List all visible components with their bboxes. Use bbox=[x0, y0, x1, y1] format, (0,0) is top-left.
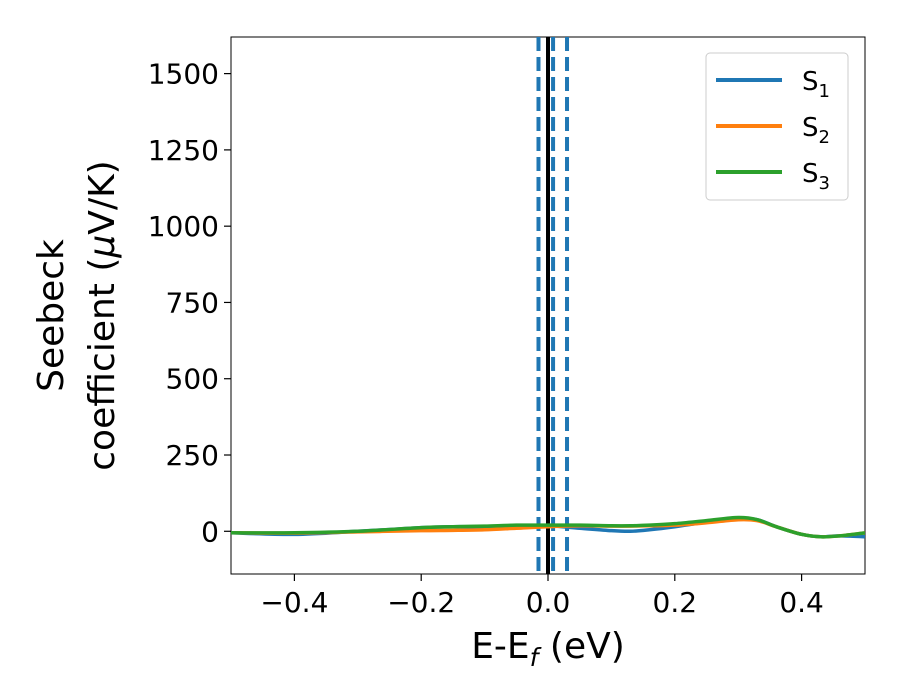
plot-area bbox=[230, 36, 866, 575]
y-tick-label: 500 bbox=[166, 363, 219, 396]
x-tick-label: −0.4 bbox=[260, 586, 328, 619]
x-axis-ticks: −0.4 −0.2 0.0 0.2 0.4 bbox=[260, 574, 824, 619]
legend-label: S1 bbox=[802, 67, 830, 102]
legend-label: S3 bbox=[802, 159, 830, 194]
y-axis-label-mu: μ bbox=[82, 235, 123, 259]
y-axis-label: Seebeck coefficient (μV/K) bbox=[31, 160, 123, 470]
y-tick-label: 750 bbox=[166, 286, 219, 319]
y-tick-label: 250 bbox=[166, 439, 219, 472]
x-axis-label-unit: (eV) bbox=[538, 626, 624, 667]
x-axis-label: E-Ef (eV) bbox=[471, 626, 625, 672]
y-tick-label: 0 bbox=[201, 515, 219, 548]
y-axis-label-line1: Seebeck bbox=[31, 239, 72, 392]
y-axis-label-line2: coefficient (μV/K) bbox=[82, 160, 123, 470]
x-tick-label: 0.4 bbox=[779, 586, 824, 619]
x-tick-label: 0.0 bbox=[526, 586, 571, 619]
x-axis-label-main: E-E bbox=[471, 626, 529, 667]
legend-item-s2: S2 bbox=[716, 113, 830, 148]
x-tick-label: 0.2 bbox=[653, 586, 698, 619]
legend-item-s1: S1 bbox=[716, 67, 830, 102]
y-axis-label-prefix: coefficient ( bbox=[82, 258, 123, 471]
legend-item-s3: S3 bbox=[716, 159, 830, 194]
legend: S1 S2 S3 bbox=[705, 52, 849, 201]
y-tick-label: 1250 bbox=[148, 134, 219, 167]
y-tick-label: 1500 bbox=[148, 58, 219, 91]
series-line-s3 bbox=[231, 515, 865, 539]
y-axis-label-suffix: V/K) bbox=[82, 160, 123, 234]
reference-lines bbox=[536, 37, 570, 574]
y-tick-label: 1000 bbox=[148, 210, 219, 243]
y-axis-ticks: 0 250 500 750 1000 1250 1500 bbox=[148, 58, 231, 548]
legend-label: S2 bbox=[802, 113, 830, 148]
series-lines bbox=[231, 515, 865, 539]
x-tick-label: −0.2 bbox=[387, 586, 455, 619]
